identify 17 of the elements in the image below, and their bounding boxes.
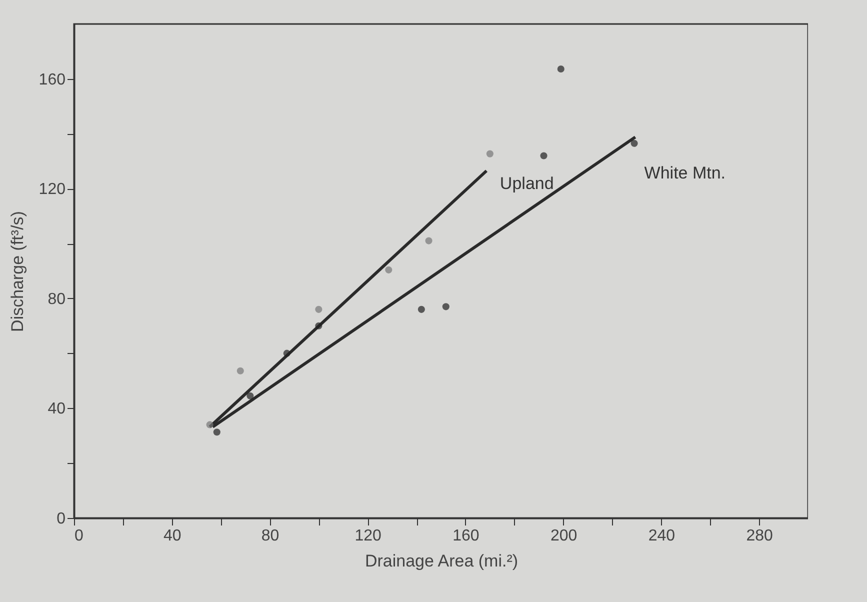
x-axis-title: Drainage Area (mi.²) [364, 552, 518, 570]
y-tick-label: 80 [48, 290, 66, 308]
x-tick-label: 280 [746, 528, 774, 544]
x-tick-label: 0 [74, 528, 84, 544]
series-label: Upland [500, 174, 554, 193]
y-tick-label: 120 [38, 181, 66, 198]
x-tick-label: 200 [550, 528, 578, 544]
y-tick-label: 160 [38, 71, 66, 88]
x-tick-label: 80 [261, 528, 280, 544]
y-tick-label: 0 [56, 510, 66, 528]
x-tick-label: 240 [648, 528, 676, 544]
x-tick-label: 120 [354, 528, 382, 544]
series-label: White Mtn. [644, 163, 726, 182]
y-axis-title: Discharge (ft³/s) [8, 211, 27, 332]
x-tick-label: 40 [163, 528, 182, 544]
x-tick-label: 160 [452, 528, 480, 544]
y-tick-label: 40 [48, 400, 66, 418]
